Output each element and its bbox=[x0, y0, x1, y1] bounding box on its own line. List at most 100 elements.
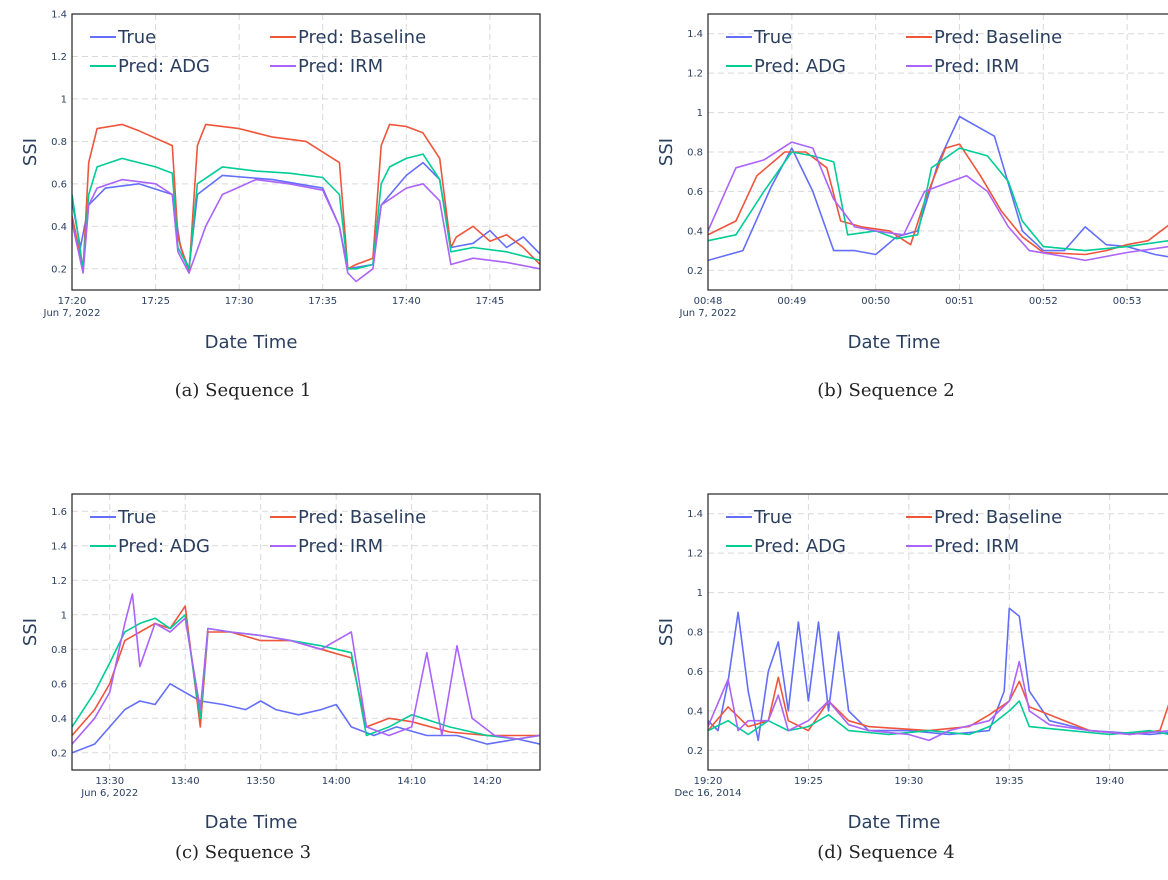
chart-3-x-axis-title: Date Time bbox=[205, 812, 298, 833]
chart-1-xtick-label: 17:25 bbox=[141, 296, 170, 307]
chart-2-caption: (b) Sequence 2 bbox=[817, 380, 955, 401]
chart-1-ytick-label: 0.6 bbox=[51, 179, 67, 190]
chart-3-xtick-label: 13:50 bbox=[246, 776, 275, 787]
chart-2-xtick-label: 00:50 bbox=[861, 296, 890, 307]
chart-4-y-axis-title: SSI bbox=[656, 618, 677, 646]
chart-2-date-label: Jun 7, 2022 bbox=[679, 308, 737, 319]
chart-1-series bbox=[72, 123, 540, 283]
chart-1-ytick-label: 1.4 bbox=[51, 10, 67, 21]
chart-3-xtick-label: 14:10 bbox=[397, 776, 426, 787]
chart-1-legend-label: Pred: ADG bbox=[118, 56, 210, 77]
chart-2-xtick-label: 00:51 bbox=[945, 296, 974, 307]
chart-4-ytick-label: 0.2 bbox=[687, 746, 703, 757]
chart-3-ytick-label: 1.6 bbox=[51, 507, 67, 518]
chart-2-line-pred-irm bbox=[708, 141, 1168, 262]
chart-2-xtick-label: 00:52 bbox=[1029, 296, 1058, 307]
chart-2-ytick-label: 0.8 bbox=[687, 148, 703, 159]
chart-3-date-label: Jun 6, 2022 bbox=[80, 788, 138, 799]
chart-2-line-true bbox=[708, 115, 1168, 262]
chart-3-line-pred-baseline bbox=[72, 605, 540, 737]
chart-4-ytick-label: 0.6 bbox=[687, 667, 703, 678]
chart-2-legend-label: Pred: IRM bbox=[934, 56, 1019, 77]
chart-4-date-label: Dec 16, 2014 bbox=[674, 788, 741, 799]
chart-1-xtick-label: 17:40 bbox=[392, 296, 421, 307]
chart-1-ytick-label: 1.2 bbox=[51, 52, 67, 63]
chart-4-xtick-label: 19:20 bbox=[694, 776, 723, 787]
chart-2-x-axis-title: Date Time bbox=[848, 332, 941, 353]
chart-2-ytick-label: 1.4 bbox=[687, 29, 703, 40]
chart-1-y-axis-title: SSI bbox=[20, 138, 41, 166]
chart-2-legend-label: True bbox=[753, 27, 792, 48]
chart-2-frame bbox=[707, 13, 1168, 291]
chart-4-line-pred-adg bbox=[708, 700, 1168, 736]
chart-1-date-label: Jun 7, 2022 bbox=[43, 308, 101, 319]
chart-1-line-true bbox=[72, 161, 540, 270]
chart-1-xtick-label: 17:35 bbox=[308, 296, 337, 307]
chart-1-caption: (a) Sequence 1 bbox=[175, 380, 312, 401]
chart-1-line-pred-irm bbox=[72, 178, 540, 283]
chart-2-legend-label: Pred: ADG bbox=[754, 56, 846, 77]
chart-3-legend-label: Pred: ADG bbox=[118, 536, 210, 557]
chart-2-ytick-label: 1.2 bbox=[687, 69, 703, 80]
chart-2-ytick-label: 0.6 bbox=[687, 187, 703, 198]
chart-4-legend-label: Pred: Baseline bbox=[934, 507, 1062, 528]
chart-3-ytick-label: 0.4 bbox=[51, 714, 67, 725]
chart-2-series bbox=[708, 115, 1168, 262]
chart-1-x-axis-title: Date Time bbox=[205, 332, 298, 353]
chart-4-ytick-label: 0.4 bbox=[687, 706, 703, 717]
chart-1-frame bbox=[71, 13, 541, 291]
chart-4-line-pred-baseline bbox=[708, 676, 1168, 736]
chart-2-xtick-label: 00:49 bbox=[777, 296, 806, 307]
chart-4-ytick-label: 1 bbox=[697, 588, 703, 599]
chart-4-legend-label: Pred: IRM bbox=[934, 536, 1019, 557]
chart-1-ytick-label: 1 bbox=[61, 94, 67, 105]
chart-1-ytick-label: 0.2 bbox=[51, 264, 67, 275]
chart-1-ytick-label: 0.4 bbox=[51, 222, 67, 233]
chart-3-ytick-label: 1 bbox=[61, 610, 67, 621]
chart-3-line-true bbox=[72, 682, 540, 754]
chart-3-ytick-label: 0.6 bbox=[51, 679, 67, 690]
chart-4-ytick-label: 1.2 bbox=[687, 549, 703, 560]
chart-2-line-pred-adg bbox=[708, 147, 1168, 252]
chart-1-xtick-label: 17:45 bbox=[475, 296, 504, 307]
chart-3-ytick-label: 0.8 bbox=[51, 645, 67, 656]
chart-4-ytick-label: 0.8 bbox=[687, 628, 703, 639]
chart-4-line-pred-irm bbox=[708, 660, 1168, 742]
chart-1-line-pred-baseline bbox=[72, 123, 540, 274]
chart-4-caption: (d) Sequence 4 bbox=[817, 842, 955, 863]
chart-4-frame bbox=[707, 493, 1168, 771]
chart-3-legend-label: Pred: Baseline bbox=[298, 507, 426, 528]
chart-4-xtick-label: 19:40 bbox=[1095, 776, 1124, 787]
chart-3-xtick-label: 13:40 bbox=[171, 776, 200, 787]
chart-3-caption: (c) Sequence 3 bbox=[175, 842, 311, 863]
chart-2-y-axis-title: SSI bbox=[656, 138, 677, 166]
chart-3-ytick-label: 1.4 bbox=[51, 541, 67, 552]
chart-3-legend-label: Pred: IRM bbox=[298, 536, 383, 557]
chart-4-xtick-label: 19:35 bbox=[995, 776, 1024, 787]
chart-4-series bbox=[708, 607, 1168, 742]
chart-3-xtick-label: 14:00 bbox=[322, 776, 351, 787]
chart-4-ytick-label: 1.4 bbox=[687, 509, 703, 520]
chart-4-legend-label: True bbox=[753, 507, 792, 528]
chart-1-ytick-label: 0.8 bbox=[51, 137, 67, 148]
chart-4-legend-label: Pred: ADG bbox=[754, 536, 846, 557]
chart-2-ytick-label: 0.2 bbox=[687, 266, 703, 277]
chart-3-ytick-label: 1.2 bbox=[51, 576, 67, 587]
chart-2-ytick-label: 0.4 bbox=[687, 226, 703, 237]
chart-3-ytick-label: 0.2 bbox=[51, 748, 67, 759]
chart-4-xtick-label: 19:25 bbox=[794, 776, 823, 787]
chart-1-legend-label: Pred: IRM bbox=[298, 56, 383, 77]
chart-3-legend-label: True bbox=[117, 507, 156, 528]
chart-3-line-pred-adg bbox=[72, 613, 540, 740]
chart-1-xtick-label: 17:30 bbox=[225, 296, 254, 307]
chart-1-legend-label: True bbox=[117, 27, 156, 48]
chart-2-xtick-label: 00:53 bbox=[1113, 296, 1142, 307]
chart-3-xtick-label: 14:20 bbox=[473, 776, 502, 787]
chart-3-series bbox=[72, 593, 540, 754]
chart-3-y-axis-title: SSI bbox=[20, 618, 41, 646]
